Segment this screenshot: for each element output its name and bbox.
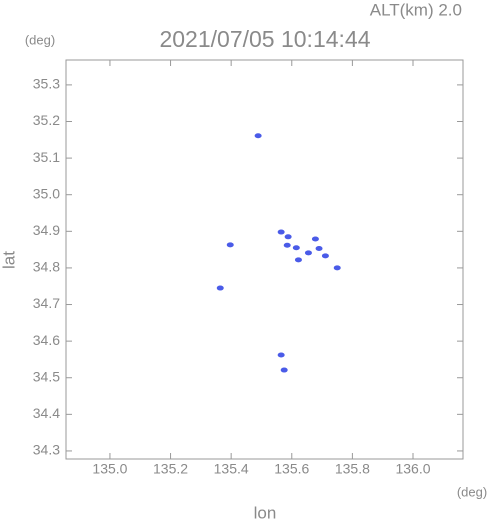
y-tick-label: 34.7 — [33, 295, 60, 311]
y-tick-label: 35.0 — [33, 185, 60, 201]
echo-point — [216, 285, 224, 291]
x-tick-label: 136.0 — [395, 461, 430, 477]
y-tick-label: 34.5 — [33, 368, 60, 384]
echo-point — [321, 253, 329, 259]
echo-point — [311, 236, 319, 242]
x-tick-label: 135.8 — [335, 461, 370, 477]
y-tick-label: 35.2 — [33, 112, 60, 128]
y-tick-label: 35.3 — [33, 76, 60, 92]
altitude-label: ALT(km) 2.0 — [370, 0, 462, 19]
echo-point — [315, 246, 323, 252]
x-tick-label: 135.0 — [92, 461, 127, 477]
x-tick-label: 135.6 — [274, 461, 309, 477]
chart-title: 2021/07/05 10:14:44 — [159, 26, 370, 52]
y-tick-label: 34.6 — [33, 332, 60, 348]
x-tick-label: 135.4 — [214, 461, 249, 477]
plot-frame — [65, 59, 464, 460]
echo-point — [304, 250, 312, 256]
y-tick-label: 34.3 — [33, 442, 60, 458]
y-tick-label: 35.1 — [33, 149, 60, 165]
y-tick-label: 34.8 — [33, 259, 60, 275]
x-unit: (deg) — [457, 484, 487, 499]
echo-point — [226, 242, 234, 248]
echo-point — [277, 352, 285, 358]
echo-point — [283, 242, 291, 248]
y-unit: (deg) — [25, 32, 55, 47]
echo-point — [284, 234, 292, 240]
x-tick-label: 135.2 — [153, 461, 188, 477]
y-tick-label: 34.9 — [33, 222, 60, 238]
y-tick-label: 34.4 — [33, 405, 60, 421]
x-axis-label: lon — [254, 503, 277, 521]
echo-point — [294, 257, 302, 263]
echo-point — [277, 229, 285, 235]
echo-point — [292, 245, 300, 251]
echo-point — [254, 133, 262, 139]
y-axis-label: lat — [0, 251, 18, 269]
echo-point — [280, 367, 288, 373]
echo-point — [333, 265, 341, 271]
